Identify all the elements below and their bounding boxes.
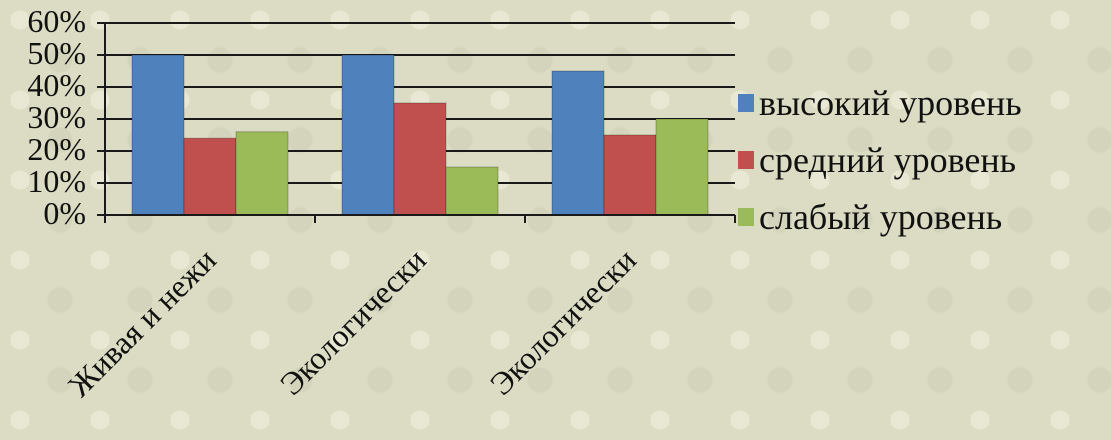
bar	[445, 166, 499, 216]
legend-swatch	[738, 208, 754, 226]
bar	[393, 102, 447, 216]
bar	[183, 137, 237, 216]
y-tick-labels: 0%10%20%30%40%50%60%	[27, 3, 86, 231]
legend: высокий уровень средний уровень слабый уро…	[738, 83, 1022, 237]
y-tick-label: 30%	[27, 99, 86, 135]
category-labels: Живая и нежи Экологически Экологически	[61, 241, 643, 403]
y-tick-label: 20%	[27, 131, 86, 167]
bars	[131, 54, 709, 216]
y-tick-label: 50%	[27, 35, 86, 71]
bar	[603, 134, 657, 216]
legend-swatch	[738, 151, 754, 169]
axes	[97, 22, 736, 223]
legend-label: средний уровень	[759, 140, 1016, 180]
y-tick-label: 0%	[43, 195, 86, 231]
y-tick-label: 40%	[27, 67, 86, 103]
y-tick-label: 10%	[27, 163, 86, 199]
category-label: Экологически	[483, 241, 643, 401]
bar	[655, 118, 709, 216]
bar	[235, 131, 289, 216]
bar	[131, 54, 185, 216]
legend-swatch	[738, 94, 754, 112]
bar	[551, 70, 605, 216]
y-tick-label: 60%	[27, 3, 86, 39]
category-label: Экологически	[273, 241, 433, 401]
category-label: Живая и нежи	[61, 241, 223, 403]
legend-label: слабый уровень	[759, 197, 1002, 237]
bar	[341, 54, 395, 216]
legend-label: высокий уровень	[759, 83, 1022, 123]
